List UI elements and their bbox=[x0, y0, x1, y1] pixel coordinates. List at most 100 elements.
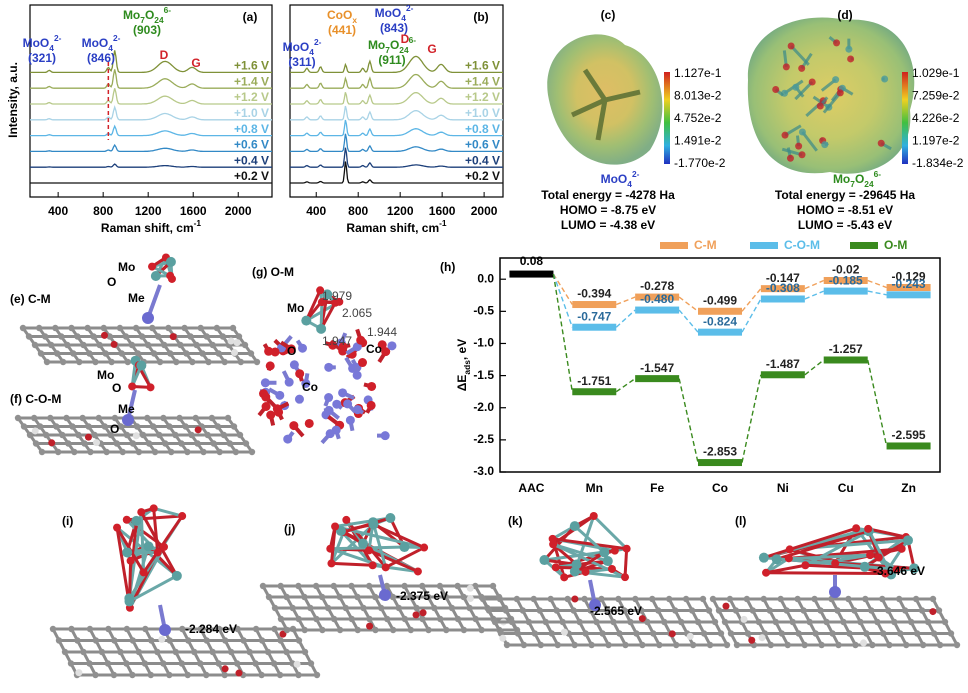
atom bbox=[149, 324, 156, 332]
voltage-label: +1.0 V bbox=[234, 106, 269, 120]
x-axis-label: Raman shift, cm-1 bbox=[101, 218, 201, 235]
atom bbox=[183, 350, 190, 357]
atom bbox=[784, 554, 793, 563]
atom bbox=[215, 660, 222, 667]
atom bbox=[792, 83, 800, 91]
colorbar-label: 8.013e-2 bbox=[674, 89, 722, 103]
atom bbox=[74, 333, 81, 340]
y-tick-label: -3.0 bbox=[473, 464, 494, 478]
atom bbox=[401, 582, 408, 590]
atom bbox=[489, 582, 497, 590]
bond bbox=[867, 527, 907, 539]
atom bbox=[159, 624, 171, 636]
atom bbox=[478, 626, 485, 634]
energy-level bbox=[886, 283, 931, 291]
atom bbox=[649, 595, 656, 603]
connector bbox=[678, 296, 699, 312]
atom bbox=[31, 341, 39, 349]
atom bbox=[215, 350, 222, 357]
peak-position: (903) bbox=[133, 23, 161, 37]
peak-position: (321) bbox=[28, 51, 56, 65]
atom bbox=[150, 423, 157, 430]
peak-name: CoOx bbox=[327, 8, 357, 25]
atom bbox=[81, 440, 88, 447]
atom bbox=[294, 394, 304, 404]
spectrum bbox=[30, 143, 272, 153]
bond bbox=[765, 563, 806, 575]
atom bbox=[293, 660, 301, 668]
connector bbox=[678, 309, 699, 333]
atom bbox=[366, 622, 374, 630]
atom bbox=[621, 573, 630, 582]
atom-label: 1.947 bbox=[322, 334, 352, 348]
connector bbox=[615, 309, 636, 328]
formula-part: 4 bbox=[401, 13, 406, 23]
atom bbox=[694, 618, 702, 626]
panel-d-image bbox=[747, 17, 915, 174]
atom bbox=[668, 630, 676, 638]
atom bbox=[454, 582, 461, 590]
atom bbox=[166, 637, 173, 644]
peak-name: MoO42- bbox=[82, 33, 121, 53]
formula-part: Mo bbox=[833, 172, 850, 186]
atom bbox=[148, 262, 157, 271]
atom bbox=[271, 604, 279, 612]
atom bbox=[74, 637, 81, 644]
atom bbox=[919, 641, 927, 649]
x-tick-label: 800 bbox=[348, 204, 368, 218]
atom bbox=[789, 618, 796, 626]
connector bbox=[552, 273, 573, 328]
atom bbox=[166, 423, 173, 430]
atom bbox=[811, 595, 818, 603]
atom bbox=[766, 607, 773, 614]
atom bbox=[918, 607, 926, 614]
atom bbox=[191, 648, 198, 656]
x-tick-label: AAC bbox=[518, 481, 544, 495]
bond bbox=[371, 521, 388, 568]
atom bbox=[656, 641, 663, 649]
atom bbox=[502, 607, 510, 614]
atom bbox=[539, 555, 550, 566]
voltage-label: +0.4 V bbox=[234, 153, 269, 167]
adsorption-energy: -3.646 eV bbox=[873, 564, 925, 578]
bond bbox=[574, 551, 606, 573]
bond bbox=[128, 574, 178, 603]
bond bbox=[331, 561, 373, 567]
atom bbox=[252, 625, 260, 633]
bond bbox=[573, 524, 606, 554]
atom bbox=[132, 324, 140, 332]
panel-label: (c) bbox=[601, 8, 616, 22]
atom bbox=[248, 448, 256, 456]
atom bbox=[748, 636, 756, 644]
value-label: -0.308 bbox=[766, 281, 800, 295]
reference-level bbox=[509, 270, 554, 278]
atom bbox=[354, 593, 361, 601]
config-label: (j) bbox=[284, 522, 295, 536]
atom bbox=[208, 414, 216, 422]
atom bbox=[874, 553, 883, 562]
atom bbox=[924, 618, 932, 626]
atom bbox=[559, 618, 566, 626]
molecule-property: Total energy = -29645 Ha bbox=[775, 188, 916, 202]
value-label: -0.243 bbox=[892, 277, 926, 291]
atom bbox=[342, 604, 349, 612]
peak-name: MoO42- bbox=[375, 3, 414, 23]
atom bbox=[138, 333, 146, 340]
atom bbox=[199, 350, 206, 357]
atom bbox=[892, 565, 901, 574]
atom bbox=[129, 440, 137, 447]
atom bbox=[194, 440, 201, 447]
atom bbox=[907, 618, 915, 626]
colorbar-label: 1.197e-2 bbox=[912, 134, 960, 148]
atom bbox=[232, 448, 240, 456]
atom bbox=[75, 431, 82, 439]
atom bbox=[947, 630, 955, 637]
atom bbox=[53, 350, 61, 357]
atom bbox=[189, 358, 196, 366]
atom bbox=[420, 543, 429, 552]
atom bbox=[324, 362, 334, 372]
atom bbox=[317, 298, 326, 307]
x-tick-label: Zn bbox=[901, 481, 916, 495]
formula-part: O bbox=[390, 38, 399, 52]
atom bbox=[407, 626, 415, 634]
